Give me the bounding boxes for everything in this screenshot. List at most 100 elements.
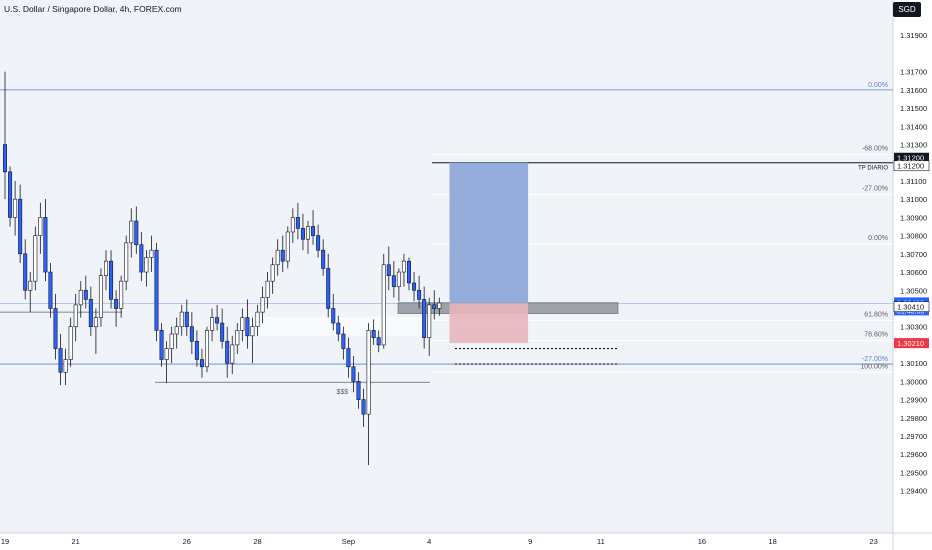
time-tick-label: 23	[869, 537, 877, 546]
candle-body	[351, 366, 356, 382]
price-label-box	[894, 152, 929, 163]
candle-body	[260, 297, 265, 313]
candle-body	[13, 198, 18, 218]
candle-body	[326, 268, 331, 309]
tp-label: TP DIARIO	[858, 166, 888, 172]
fib-label: 100.00%	[860, 363, 888, 370]
candle-body	[199, 359, 204, 368]
candle-body	[321, 249, 326, 269]
candle-body	[280, 249, 285, 262]
candle-body	[194, 340, 199, 360]
candle-body	[245, 317, 250, 337]
candle-body	[361, 399, 366, 415]
candle-body	[2, 144, 8, 173]
candle-body	[53, 308, 58, 349]
candle-body	[255, 311, 260, 328]
candle-body	[164, 348, 169, 360]
candle-body	[179, 311, 184, 328]
candle-body	[73, 304, 78, 328]
currency-button[interactable]: SGD	[893, 2, 921, 17]
candle-body	[88, 299, 93, 328]
price-tick-label: 1.30300	[900, 323, 927, 332]
candle-body	[129, 220, 134, 244]
candle-body	[215, 317, 220, 324]
price-tick-label: 1.31300	[900, 141, 927, 150]
candle-body	[68, 326, 73, 360]
candle-body	[366, 330, 371, 415]
candle-body	[300, 228, 305, 240]
candle-body	[23, 253, 28, 291]
price-tick-label: 1.29700	[900, 432, 927, 441]
candle-body	[336, 322, 341, 335]
candle-body	[58, 348, 63, 373]
chart-title: U.S. Dollar / Singapore Dollar, 4h, FORE…	[4, 4, 182, 14]
time-tick-label: Sep	[342, 537, 355, 546]
time-tick-label: 4	[427, 537, 431, 546]
candle-body	[230, 344, 235, 364]
fib-label: 61.80%	[864, 311, 888, 318]
time-tick-label: 11	[597, 537, 605, 546]
candle-body	[149, 249, 154, 258]
plot-background	[0, 0, 893, 533]
price-label-box	[893, 301, 930, 312]
candle-body	[396, 271, 401, 287]
price-label: 1.31200	[897, 162, 924, 171]
price-tick-label: 1.30000	[900, 377, 927, 386]
price-tick-label: 1.29600	[900, 450, 927, 459]
price-tick-label: 1.30700	[900, 250, 927, 259]
candle-body	[63, 359, 68, 373]
candle-body	[169, 333, 174, 349]
candle-body	[134, 220, 139, 246]
price-label: 1.30410	[897, 303, 924, 312]
candle-body	[220, 322, 225, 342]
candle-body	[28, 280, 33, 291]
candle-body	[412, 282, 417, 291]
candle-body	[93, 317, 98, 328]
candle-body	[205, 330, 210, 368]
candle-body	[391, 275, 396, 287]
candle-body	[311, 226, 316, 236]
fib-label: 78.60%	[864, 331, 888, 338]
candle-body	[184, 311, 189, 328]
candle-body	[401, 260, 406, 273]
fib-label: -27.00%	[862, 356, 888, 363]
candle-body	[78, 289, 83, 306]
price-tick-label: 1.31100	[900, 177, 927, 186]
candle-body	[38, 217, 43, 236]
candle-body	[250, 326, 255, 337]
candle-body	[210, 317, 215, 331]
candle-body	[114, 299, 119, 309]
time-tick-label: 26	[183, 537, 191, 546]
price-tick-label: 1.29800	[900, 414, 927, 423]
candle-body	[154, 249, 159, 331]
candle-body	[331, 308, 336, 324]
price-tick-label: 1.30600	[900, 268, 927, 277]
candle-body	[139, 244, 144, 273]
liquidity-annotation: $$$	[336, 389, 348, 396]
price-label: 1.30210	[897, 339, 924, 348]
price-tick-label: 1.31500	[900, 104, 927, 113]
candle-body	[285, 231, 290, 262]
fib-label: -68.00%	[862, 146, 888, 153]
time-tick-label: 16	[698, 537, 706, 546]
axis-corner	[878, 536, 892, 547]
candle-body	[290, 217, 295, 233]
price-tick-label: 1.30100	[900, 359, 927, 368]
candle-body	[124, 242, 129, 282]
fib-label: -27.00%	[862, 186, 888, 193]
candle-body	[48, 271, 53, 309]
candle-body	[98, 275, 103, 318]
price-tick-label: 1.31700	[900, 68, 927, 77]
candle-body	[240, 317, 245, 331]
profit-zone	[449, 162, 529, 304]
fib-label: 0.00%	[868, 82, 888, 89]
candle-body	[270, 264, 275, 282]
candle-body	[265, 280, 270, 298]
price-tick-label: 1.31000	[900, 195, 927, 204]
candle-body	[33, 235, 38, 282]
candle-body	[119, 280, 124, 309]
price-label: 1.31200	[897, 154, 924, 163]
price-tick-label: 1.29400	[900, 487, 927, 496]
time-axis-background	[0, 533, 932, 550]
